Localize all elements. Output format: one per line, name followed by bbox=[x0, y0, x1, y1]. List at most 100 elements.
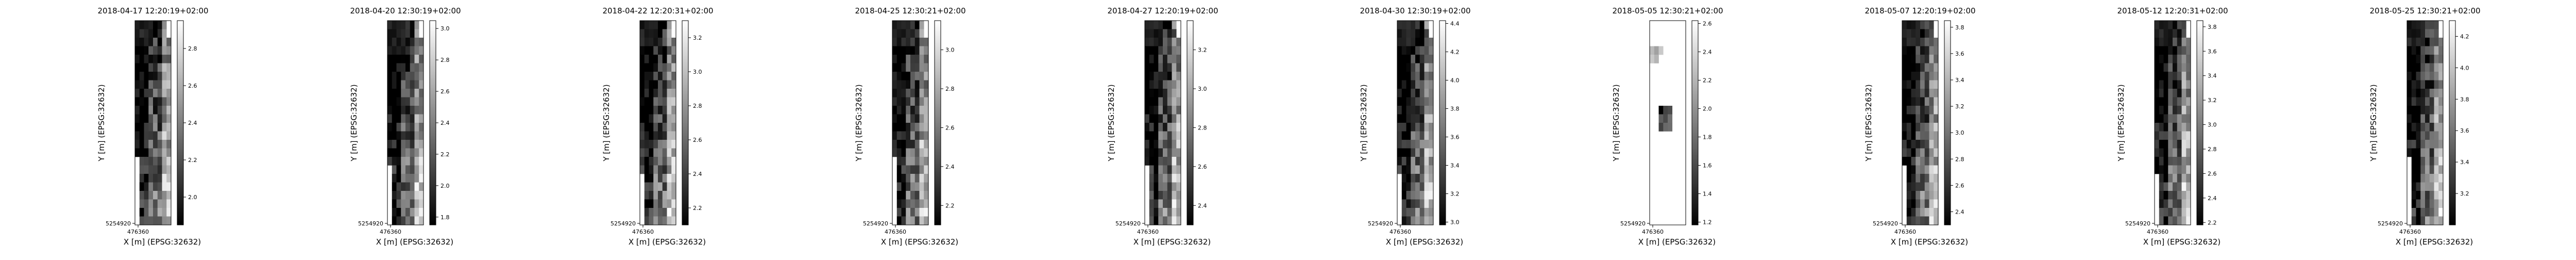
raster-cell bbox=[658, 199, 663, 208]
raster-cell bbox=[1401, 123, 1406, 132]
raster-cell bbox=[2168, 182, 2173, 191]
raster-cell bbox=[2411, 191, 2416, 200]
raster-cell bbox=[667, 123, 672, 132]
colorbar-tick-label: 2.4 bbox=[1955, 208, 1964, 215]
colorbar-tick-label: 2.0 bbox=[440, 183, 450, 189]
raster-cell bbox=[2181, 89, 2187, 98]
raster-cell bbox=[1916, 216, 1921, 225]
raster-cell bbox=[1929, 80, 1934, 89]
raster-cell bbox=[649, 97, 654, 106]
colorbar-tick-label: 3.8 bbox=[1450, 106, 1460, 112]
raster-cell bbox=[919, 199, 924, 208]
raster-cell bbox=[910, 80, 916, 89]
raster-cell bbox=[644, 21, 649, 29]
raster-cell bbox=[892, 123, 897, 132]
axes-frame bbox=[1902, 20, 1939, 225]
raster-cell bbox=[166, 123, 172, 132]
raster-cell bbox=[910, 131, 916, 140]
raster-cell bbox=[906, 216, 911, 225]
raster-cell bbox=[2181, 191, 2187, 200]
raster-cell bbox=[2173, 140, 2178, 149]
raster-cell bbox=[2416, 97, 2421, 106]
raster-cell bbox=[1934, 208, 1939, 217]
raster-cell bbox=[166, 114, 172, 123]
raster-cell bbox=[162, 106, 167, 115]
raster-cell bbox=[2173, 29, 2178, 38]
raster-cell bbox=[896, 97, 902, 106]
raster-cell bbox=[1411, 63, 1416, 72]
raster-cell bbox=[410, 29, 415, 38]
raster-cell bbox=[653, 97, 658, 106]
raster-cell bbox=[387, 80, 393, 89]
raster-cell bbox=[1424, 123, 1429, 132]
colorbar-tick-label: 2.6 bbox=[188, 83, 197, 89]
colorbar-bar bbox=[177, 20, 184, 225]
raster-cell bbox=[410, 97, 415, 106]
raster-cell bbox=[2177, 131, 2182, 140]
raster-cell bbox=[1415, 89, 1420, 98]
raster-cell bbox=[1911, 72, 1916, 80]
raster-cell bbox=[914, 140, 920, 149]
raster-cell bbox=[658, 80, 663, 89]
raster-cell bbox=[2438, 174, 2444, 183]
colorbar-tick-label: 2.4 bbox=[440, 120, 450, 126]
colorbar-tick-label: 4.2 bbox=[2460, 33, 2469, 40]
raster-cell bbox=[2155, 140, 2160, 149]
raster-cell bbox=[1929, 97, 1934, 106]
raster-cell bbox=[144, 89, 149, 98]
raster-cell bbox=[2163, 89, 2168, 98]
raster-cell bbox=[2177, 29, 2182, 38]
raster-cell bbox=[1419, 182, 1425, 191]
raster-cell bbox=[892, 131, 897, 140]
raster-cell bbox=[658, 21, 663, 29]
colorbar-tick-label: 4.2 bbox=[1450, 49, 1460, 56]
raster-cell bbox=[148, 208, 154, 217]
raster-cell bbox=[2429, 38, 2434, 46]
raster-cell bbox=[1176, 97, 1181, 106]
raster-cell bbox=[387, 55, 393, 63]
raster-cell bbox=[392, 80, 397, 89]
raster-cell bbox=[2159, 29, 2164, 38]
raster-cell bbox=[1154, 174, 1159, 183]
raster-cell bbox=[892, 29, 897, 38]
raster-cell bbox=[896, 114, 902, 123]
raster-cell bbox=[419, 157, 424, 166]
raster-cell bbox=[1658, 114, 1664, 123]
raster-cell bbox=[1415, 80, 1420, 89]
raster-cell bbox=[1176, 55, 1181, 63]
raster-cell bbox=[896, 123, 902, 132]
raster-cell bbox=[401, 174, 406, 183]
raster-cell bbox=[1906, 165, 1911, 174]
raster-cell bbox=[667, 174, 672, 183]
raster-cell bbox=[1924, 38, 1929, 46]
raster-cell bbox=[396, 97, 401, 106]
raster-cell bbox=[896, 55, 902, 63]
raster-cell bbox=[644, 131, 649, 140]
axes-frame bbox=[1397, 20, 1434, 225]
raster-cell bbox=[1172, 72, 1177, 80]
raster-cell bbox=[162, 174, 167, 183]
raster-cell bbox=[910, 191, 916, 200]
raster-cell bbox=[166, 38, 172, 46]
raster-cell bbox=[1158, 72, 1163, 80]
raster-cell bbox=[919, 123, 924, 132]
raster-cell bbox=[901, 182, 906, 191]
colorbar-tick-label: 3.6 bbox=[1450, 134, 1460, 141]
raster-cell bbox=[414, 199, 419, 208]
raster-cell bbox=[2434, 106, 2439, 115]
colorbar: 2.42.62.83.03.2 bbox=[1187, 20, 1207, 225]
raster-cell bbox=[1419, 46, 1425, 55]
raster-cell bbox=[162, 38, 167, 46]
axes-frame bbox=[134, 20, 172, 225]
raster-cell bbox=[419, 131, 424, 140]
raster-cell bbox=[157, 208, 162, 217]
raster-cell bbox=[1934, 89, 1939, 98]
raster-cell bbox=[1415, 106, 1420, 115]
raster-cell bbox=[1929, 131, 1934, 140]
raster-cell bbox=[414, 157, 419, 166]
colorbar-bar bbox=[934, 20, 941, 225]
raster-cell bbox=[166, 131, 172, 140]
x-tick-label: 476360 bbox=[380, 229, 401, 235]
colorbar-tick-label: 2.4 bbox=[1198, 202, 1207, 209]
raster-cell bbox=[901, 157, 906, 166]
